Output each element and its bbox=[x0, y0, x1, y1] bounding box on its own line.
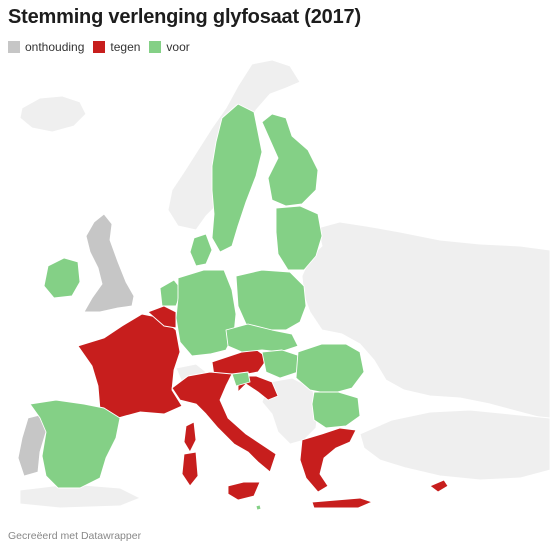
legend: onthouding tegen voor bbox=[8, 40, 199, 54]
map-title: Stemming verlenging glyfosaat (2017) bbox=[8, 6, 361, 28]
legend-swatch-against bbox=[93, 41, 106, 53]
map-region-ireland bbox=[43, 257, 81, 299]
europe-map bbox=[17, 60, 550, 511]
legend-item-abstain: onthouding bbox=[8, 40, 84, 54]
footer-credit: Gecreëerd met Datawrapper bbox=[8, 530, 142, 542]
legend-item-for: voor bbox=[149, 40, 190, 54]
map-region-corsica bbox=[183, 421, 197, 453]
map-region-germany bbox=[175, 269, 237, 357]
map-region-malta bbox=[255, 504, 262, 511]
legend-label-against: tegen bbox=[110, 40, 141, 54]
legend-swatch-abstain bbox=[8, 41, 20, 53]
map-region-crete bbox=[311, 497, 373, 509]
map-region-slovenia bbox=[231, 371, 251, 387]
map-region-estonia-latvia-lithuania bbox=[275, 205, 323, 271]
map-region-iceland bbox=[19, 95, 87, 133]
map-region-cyprus bbox=[429, 479, 449, 493]
map-region-sweden bbox=[211, 103, 263, 253]
map-region-denmark bbox=[189, 233, 213, 267]
map-region-sardinia bbox=[181, 451, 199, 487]
map-region-poland bbox=[235, 269, 307, 331]
map-region-greece bbox=[299, 427, 357, 493]
legend-label-abstain: onthouding bbox=[25, 40, 85, 54]
map-region-bulgaria bbox=[311, 391, 361, 429]
map-region-sicily bbox=[227, 481, 261, 501]
map-region-czechia-slovakia bbox=[225, 323, 299, 353]
legend-item-against: tegen bbox=[93, 40, 140, 54]
legend-label-for: voor bbox=[166, 40, 190, 54]
map-region-france bbox=[77, 313, 183, 419]
map-region-turkey bbox=[359, 409, 550, 481]
map-region-spain bbox=[29, 399, 121, 489]
map-region-finland bbox=[261, 113, 319, 207]
map-region-united-kingdom bbox=[83, 213, 135, 313]
map-region-hungary bbox=[261, 349, 301, 379]
legend-swatch-for bbox=[149, 41, 162, 53]
map-region-romania bbox=[295, 343, 365, 395]
map-region-austria bbox=[211, 347, 269, 377]
